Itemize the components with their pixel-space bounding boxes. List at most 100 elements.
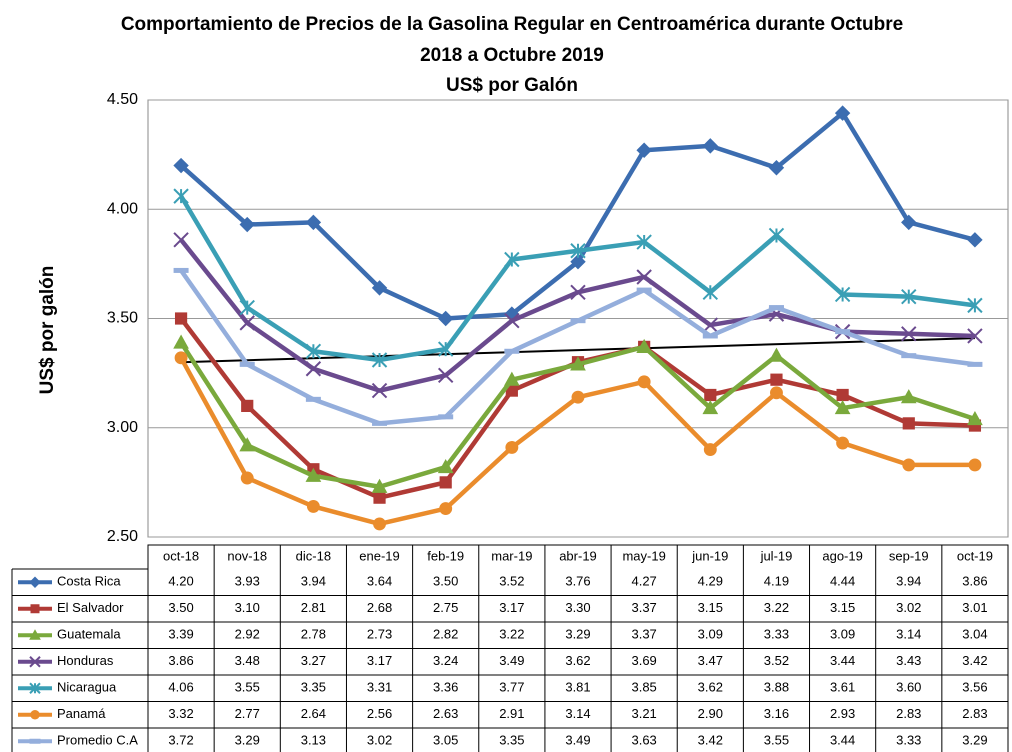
y-tick-label: 3.00 [107,419,138,436]
table-cell: 3.77 [499,680,524,695]
table-cell: 2.68 [367,600,392,615]
x-tick-label: ene-19 [359,548,399,563]
y-tick-label: 4.00 [107,200,138,217]
table-cell: 3.44 [830,653,855,668]
x-tick-label: feb-19 [427,548,464,563]
marker [305,343,322,359]
table-cell: 4.06 [168,680,193,695]
table-cell: 3.10 [235,600,260,615]
table-cell: 4.29 [698,574,723,589]
table-cell: 3.36 [433,680,458,695]
y-tick-label: 3.50 [107,310,138,327]
table-cell: 3.05 [433,733,458,748]
marker [372,420,388,426]
table-cell: 3.01 [962,600,987,615]
table-cell: 3.52 [764,653,789,668]
table-cell: 3.35 [499,733,524,748]
marker [305,214,322,231]
legend-label: Promedio C.A [57,733,138,748]
table-cell: 3.14 [896,627,921,642]
table-cell: 2.73 [367,627,392,642]
table-cell: 2.90 [698,706,723,721]
legend-marker [29,576,41,588]
table-cell: 3.93 [235,574,260,589]
table-cell: 3.61 [830,680,855,695]
marker [901,353,917,359]
marker [173,157,189,174]
table-cell: 3.76 [565,574,590,589]
table-cell: 3.27 [301,653,326,668]
marker [702,138,719,154]
table-cell: 3.55 [764,733,789,748]
table-cell: 2.81 [301,600,326,615]
chart-title: 2018 a Octubre 2019 [420,45,604,66]
marker [637,375,651,389]
table-cell: 2.92 [235,627,260,642]
table-cell: 3.32 [168,706,193,721]
marker [967,361,983,367]
marker [768,160,785,176]
table-cell: 3.22 [764,600,789,615]
marker [371,352,388,368]
table-cell: 3.02 [896,600,921,615]
table-cell: 3.33 [896,733,921,748]
table-cell: 3.94 [301,574,326,589]
marker [570,243,586,259]
marker [239,315,255,331]
marker [570,284,586,300]
table-cell: 3.17 [499,600,524,615]
marker [968,458,982,472]
marker [570,356,586,371]
table-cell: 2.75 [433,600,458,615]
table-cell: 2.93 [830,706,855,721]
x-tick-label: jun-19 [691,548,728,563]
table-cell: 3.72 [168,733,193,748]
table-cell: 2.82 [433,627,458,642]
table-cell: 3.55 [235,680,260,695]
table-cell: 2.64 [301,706,326,721]
marker [239,299,255,316]
table-cell: 4.27 [631,574,656,589]
table-cell: 3.09 [698,627,723,642]
legend-marker [29,682,41,694]
marker [173,267,189,273]
marker [636,287,652,293]
marker [834,105,851,121]
table-cell: 3.29 [235,733,260,748]
x-tick-label: sep-19 [889,548,929,563]
table-cell: 3.88 [764,680,789,695]
marker [437,310,454,327]
marker [239,361,255,367]
legend-marker [29,738,41,744]
marker [768,227,785,244]
marker [504,312,520,329]
table-cell: 3.15 [830,600,855,615]
legend-label: Panamá [57,706,106,721]
table-cell: 3.37 [631,600,656,615]
table-cell: 3.22 [499,627,524,642]
marker [439,476,452,489]
marker [636,142,652,158]
table-cell: 3.81 [565,680,590,695]
table-cell: 3.31 [367,680,392,695]
y-tick-label: 2.50 [107,528,138,545]
marker [503,371,520,386]
table-cell: 3.29 [565,627,590,642]
marker [967,232,983,248]
marker [703,443,717,457]
table-cell: 3.17 [367,653,392,668]
x-tick-label: oct-18 [163,548,199,563]
x-tick-label: nov-18 [227,548,267,563]
table-cell: 3.43 [896,653,921,668]
chart-subtitle: US$ por Galón [446,75,578,96]
marker [241,399,254,412]
y-tick-label: 4.50 [107,91,138,108]
legend-label: Guatemala [57,627,121,642]
marker [305,396,321,402]
x-tick-label: oct-19 [957,548,993,563]
table-cell: 3.04 [962,627,987,642]
table-cell: 3.85 [631,680,656,695]
marker [702,333,718,339]
legend-marker [29,656,41,668]
table-cell: 2.56 [367,706,392,721]
